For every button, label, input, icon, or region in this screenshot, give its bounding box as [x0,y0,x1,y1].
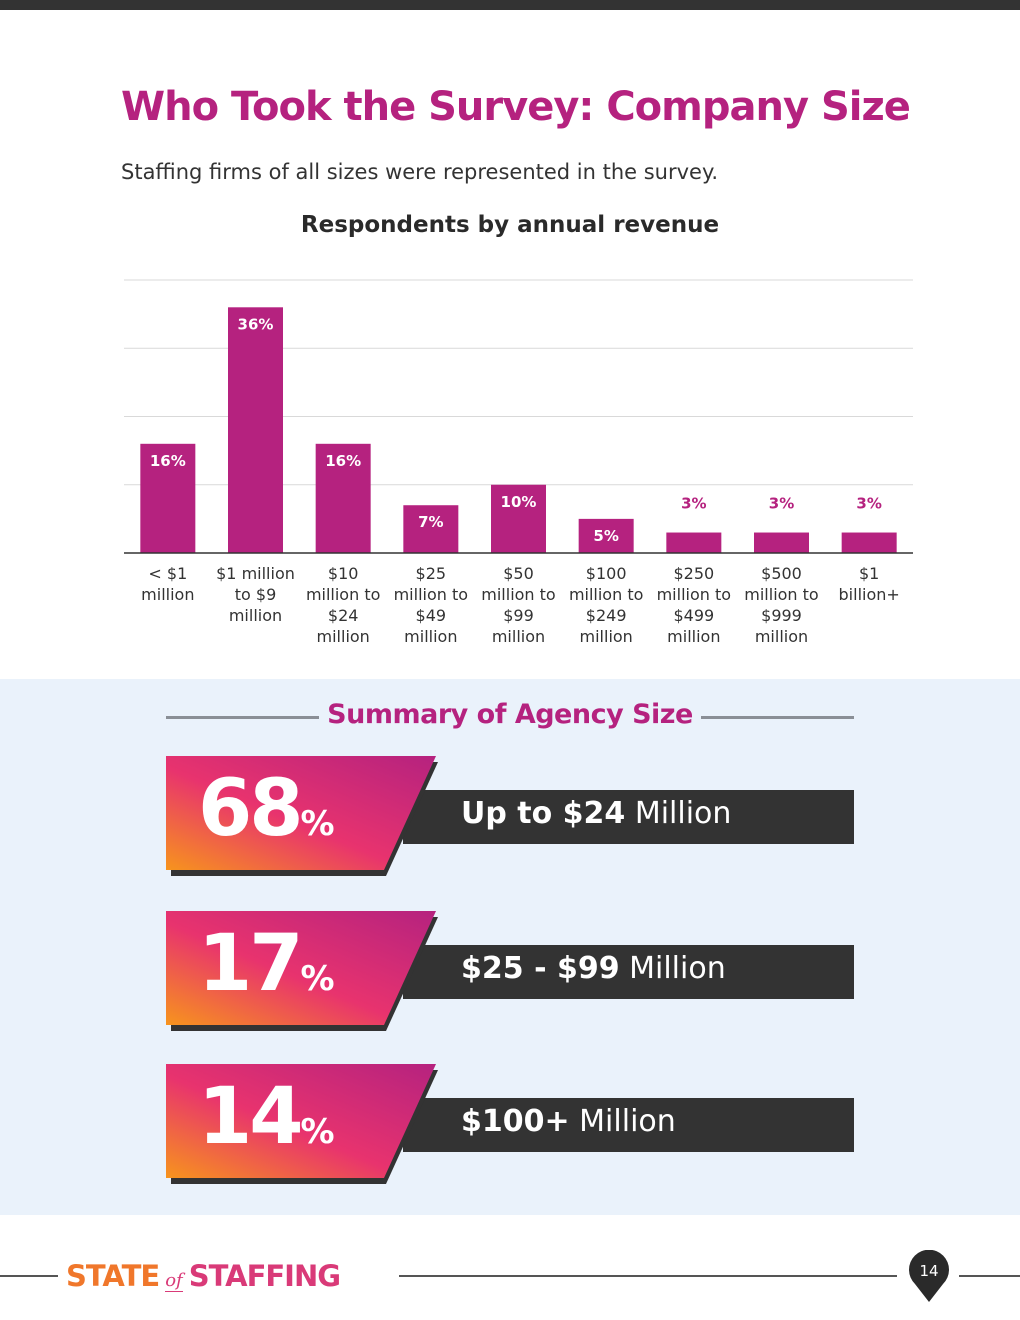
page-number: 14 [919,1262,939,1280]
summary-heading-line-left [166,716,319,719]
category-label: $250 [673,564,714,583]
bar [403,505,459,553]
percent-value: 68% [198,764,335,854]
top-bar [0,0,1020,10]
summary-row: 14% $100+ Million [166,1064,866,1194]
category-label: million to [744,585,818,604]
category-label: million [141,585,194,604]
size-range-label: Up to $24 Million [461,796,732,831]
category-label: million [580,627,633,646]
data-label: 16% [150,452,186,470]
category-label: $50 [503,564,534,583]
category-label: million [404,627,457,646]
page-subtitle: Staffing firms of all sizes were represe… [121,160,719,184]
data-label: 5% [593,527,618,545]
data-label: 16% [325,452,361,470]
data-label: 3% [856,495,881,513]
category-label: to $9 [235,585,277,604]
category-label: $24 [328,606,359,625]
category-label: million [229,606,282,625]
summary-heading-line-right [701,716,854,719]
category-label: million to [481,585,555,604]
summary-heading: Summary of Agency Size [327,699,693,730]
page-pin-icon [909,1250,949,1302]
category-label: billion+ [839,585,900,604]
percent-banner [166,1064,854,1184]
revenue-bar-chart: 16% < $1 million 36% $1 million to $9 million 1… [124,279,913,646]
size-range-label: $100+ Million [461,1104,676,1139]
bar [666,532,722,553]
footer-line-left [0,1275,58,1277]
category-label: million [317,627,370,646]
footer-line-middle [399,1275,897,1277]
bar [491,484,546,553]
bar [754,532,809,553]
category-label: million to [657,585,731,604]
summary-row: 17% $25 - $99 Million [166,911,866,1041]
category-label: $249 [586,606,627,625]
category-label: $1 million [216,564,295,583]
bar [841,532,897,553]
data-label: 36% [238,315,274,333]
summary-row: 68% Up to $24 Million [166,756,866,886]
category-label: $1 [859,564,879,583]
page-title: Who Took the Survey: Company Size [121,84,911,130]
summary-section: Summary of Agency Size 68% Up to $24 Mil… [0,679,1020,1215]
bar [140,443,196,553]
footer-line-right [959,1275,1020,1277]
category-label: $500 [761,564,802,583]
category-label: $25 [416,564,447,583]
category-label: $99 [503,606,534,625]
category-label: million to [569,585,643,604]
category-label: million to [394,585,468,604]
data-label: 3% [769,495,794,513]
category-label: $10 [328,564,359,583]
category-label: million [492,627,545,646]
percent-banner [166,911,854,1031]
data-label: 3% [681,495,706,513]
category-label: < $1 [148,564,187,583]
chart-title: Respondents by annual revenue [300,212,720,238]
bar [315,443,371,553]
data-label: 7% [418,513,443,531]
category-label: $499 [673,606,714,625]
category-label: million [755,627,808,646]
state-of-staffing-logo: STATE of STAFFING [66,1259,341,1293]
percent-banner [166,756,854,876]
bar [228,307,283,553]
size-range-label: $25 - $99 Million [461,951,726,986]
category-label: $999 [761,606,802,625]
data-label: 10% [501,493,537,511]
category-label: $100 [586,564,627,583]
percent-value: 14% [198,1072,335,1162]
category-label: $49 [416,606,447,625]
category-label: million [667,627,720,646]
bar [578,518,634,553]
percent-value: 17% [198,919,335,1009]
category-label: million to [306,585,380,604]
